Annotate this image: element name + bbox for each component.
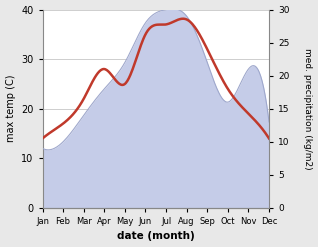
Y-axis label: med. precipitation (kg/m2): med. precipitation (kg/m2) (303, 48, 313, 169)
Y-axis label: max temp (C): max temp (C) (5, 75, 16, 143)
X-axis label: date (month): date (month) (117, 231, 195, 242)
